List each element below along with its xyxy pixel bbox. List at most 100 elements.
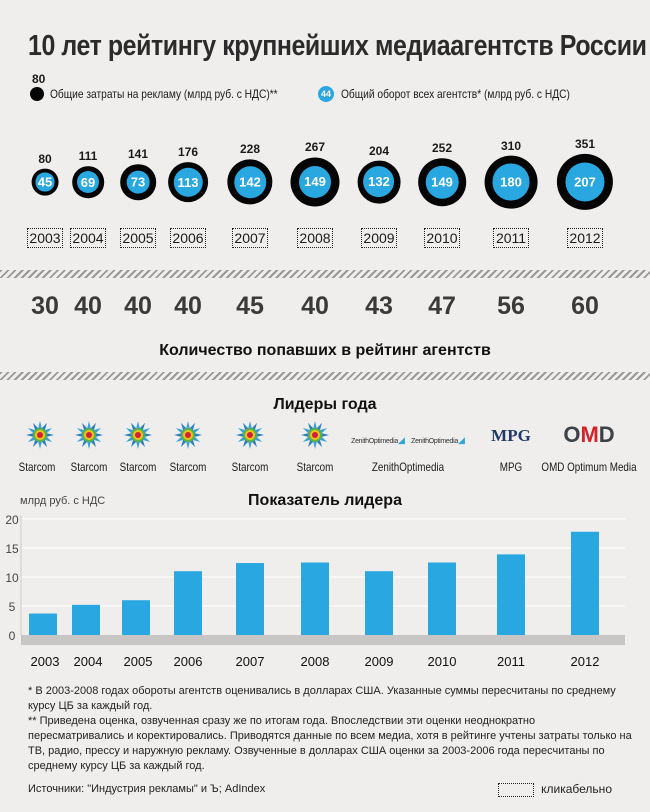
bar-2011	[497, 554, 525, 635]
year-button-2008[interactable]: 2008	[297, 228, 333, 248]
bar-2010	[428, 562, 456, 635]
footnote-2: ** Приведена оценка, озвученная сразу же…	[28, 715, 632, 772]
footnote-1: * В 2003-2008 годах обороты агентств оце…	[28, 685, 616, 712]
turnover-bubble: 73	[126, 170, 150, 194]
starcom-logo	[173, 420, 203, 455]
year-button-2011[interactable]: 2011	[493, 228, 529, 248]
y-tick-label: 20	[5, 513, 19, 527]
year-button-2012[interactable]: 2012	[567, 228, 603, 248]
turnover-bubble: 113	[173, 167, 203, 197]
clickable-legend: кликабельно	[498, 782, 612, 797]
sources-row: Источники: "Индустрия рекламы" и Ъ; AdIn…	[28, 782, 632, 797]
year-button-2004[interactable]: 2004	[70, 228, 106, 248]
turnover-bubble: 45	[35, 172, 55, 192]
agency-count: 43	[365, 292, 393, 320]
year-button-2007[interactable]: 2007	[232, 228, 268, 248]
bar-2005	[122, 600, 150, 635]
mpg-logo: MPG	[491, 426, 531, 445]
leader-name: OMD Optimum Media	[541, 460, 637, 474]
leaders-heading: Лидеры года	[273, 396, 377, 413]
bar-2006	[174, 571, 202, 635]
leader-name: Starcom	[70, 460, 108, 474]
agency-count: 40	[124, 292, 152, 320]
turnover-bubble: 149	[425, 165, 459, 199]
agency-count: 47	[428, 292, 456, 320]
total-spend-value: 111	[78, 149, 98, 164]
year-button-2009[interactable]: 2009	[361, 228, 397, 248]
leader-name: Starcom	[169, 460, 207, 474]
turnover-bubble: 180	[492, 163, 530, 201]
total-spend-bubble: 149	[418, 158, 466, 206]
legend-black-label: Общие затраты на рекламу (млрд руб. с НД…	[50, 87, 278, 101]
x-tick-label: 2007	[236, 654, 265, 669]
total-spend-value: 351	[574, 136, 596, 151]
leader-name: Starcom	[231, 460, 269, 474]
agency-count: 40	[174, 292, 202, 320]
total-spend-bubble: 73	[120, 164, 156, 200]
y-tick-label: 10	[5, 571, 19, 585]
year-button-2006[interactable]: 2006	[170, 228, 206, 248]
total-spend-value: 310	[500, 138, 522, 153]
bar-chart-ylabel: млрд руб. с НДС	[20, 495, 106, 507]
legend-black-circle-icon	[30, 87, 44, 101]
total-spend-bubble: 132	[357, 160, 401, 204]
legend-blue-circle-icon: 44	[318, 86, 334, 102]
legend-sample-value-black: 80	[32, 72, 46, 86]
clickable-label: кликабельно	[541, 782, 612, 796]
total-spend-value: 267	[304, 140, 326, 155]
leader-name: Starcom	[18, 460, 56, 474]
zenithoptimedia-logo: ZenithOptimedia◢	[351, 435, 405, 445]
total-spend-value: 176	[177, 145, 199, 160]
x-tick-label: 2011	[497, 654, 525, 669]
total-spend-value: 80	[38, 151, 52, 166]
year-button-2005[interactable]: 2005	[120, 228, 156, 248]
y-tick-label: 0	[9, 629, 16, 643]
bar-2008	[301, 562, 329, 635]
x-tick-label: 2012	[571, 654, 600, 669]
bar-chart: 0 5 10 15 20 2003 2004 2005 2006 2007 2008 2009 2010…	[5, 513, 625, 669]
x-axis-base	[21, 635, 625, 645]
starcom-logo	[74, 420, 104, 455]
total-spend-bubble: 45	[31, 168, 59, 196]
bar-2012	[571, 531, 599, 635]
turnover-bubble: 69	[76, 170, 100, 194]
x-tick-label: 2009	[365, 654, 394, 669]
bar-2003	[29, 613, 57, 635]
year-button-2010[interactable]: 2010	[424, 228, 460, 248]
page-title: 10 лет рейтингу крупнейших медиаагентств…	[28, 30, 647, 62]
x-tick-label: 2005	[124, 654, 153, 669]
starcom-logo	[123, 420, 153, 455]
starcom-logo	[300, 420, 330, 455]
turnover-bubble: 149	[298, 165, 332, 199]
x-tick-label: 2008	[301, 654, 330, 669]
divider	[0, 372, 650, 380]
starcom-logo	[235, 420, 265, 455]
x-tick-label: 2006	[174, 654, 203, 669]
total-spend-bubble: 207	[556, 153, 614, 211]
leader-name: Starcom	[119, 460, 157, 474]
leader-name: ZenithOptimedia	[371, 460, 445, 474]
y-tick-label: 5	[9, 600, 16, 614]
total-spend-value: 204	[368, 143, 390, 158]
total-spend-value: 252	[431, 141, 453, 156]
bar-2009	[365, 571, 393, 635]
turnover-bubble: 142	[233, 165, 267, 199]
total-spend-value: 228	[239, 142, 261, 157]
starcom-logo	[25, 420, 55, 455]
zenithoptimedia-logo: ZenithOptimedia◢	[411, 435, 465, 445]
agency-count: 45	[236, 292, 264, 320]
agency-count: 30	[31, 292, 59, 320]
x-tick-label: 2010	[428, 654, 457, 669]
bar-chart-title: Показатель лидера	[248, 492, 402, 509]
sources: Источники: "Индустрия рекламы" и Ъ; AdIn…	[28, 783, 266, 795]
x-tick-label: 2004	[74, 654, 103, 669]
total-spend-value: 141	[127, 147, 149, 162]
agency-count: 56	[497, 292, 525, 320]
bar-2007	[236, 563, 264, 635]
total-spend-bubble: 149	[290, 157, 340, 207]
omd-logo: OMD	[563, 422, 615, 447]
leader-name: Starcom	[296, 460, 334, 474]
x-tick-label: 2003	[31, 654, 60, 669]
bar-2004	[72, 604, 100, 635]
year-button-2003[interactable]: 2003	[27, 228, 63, 248]
